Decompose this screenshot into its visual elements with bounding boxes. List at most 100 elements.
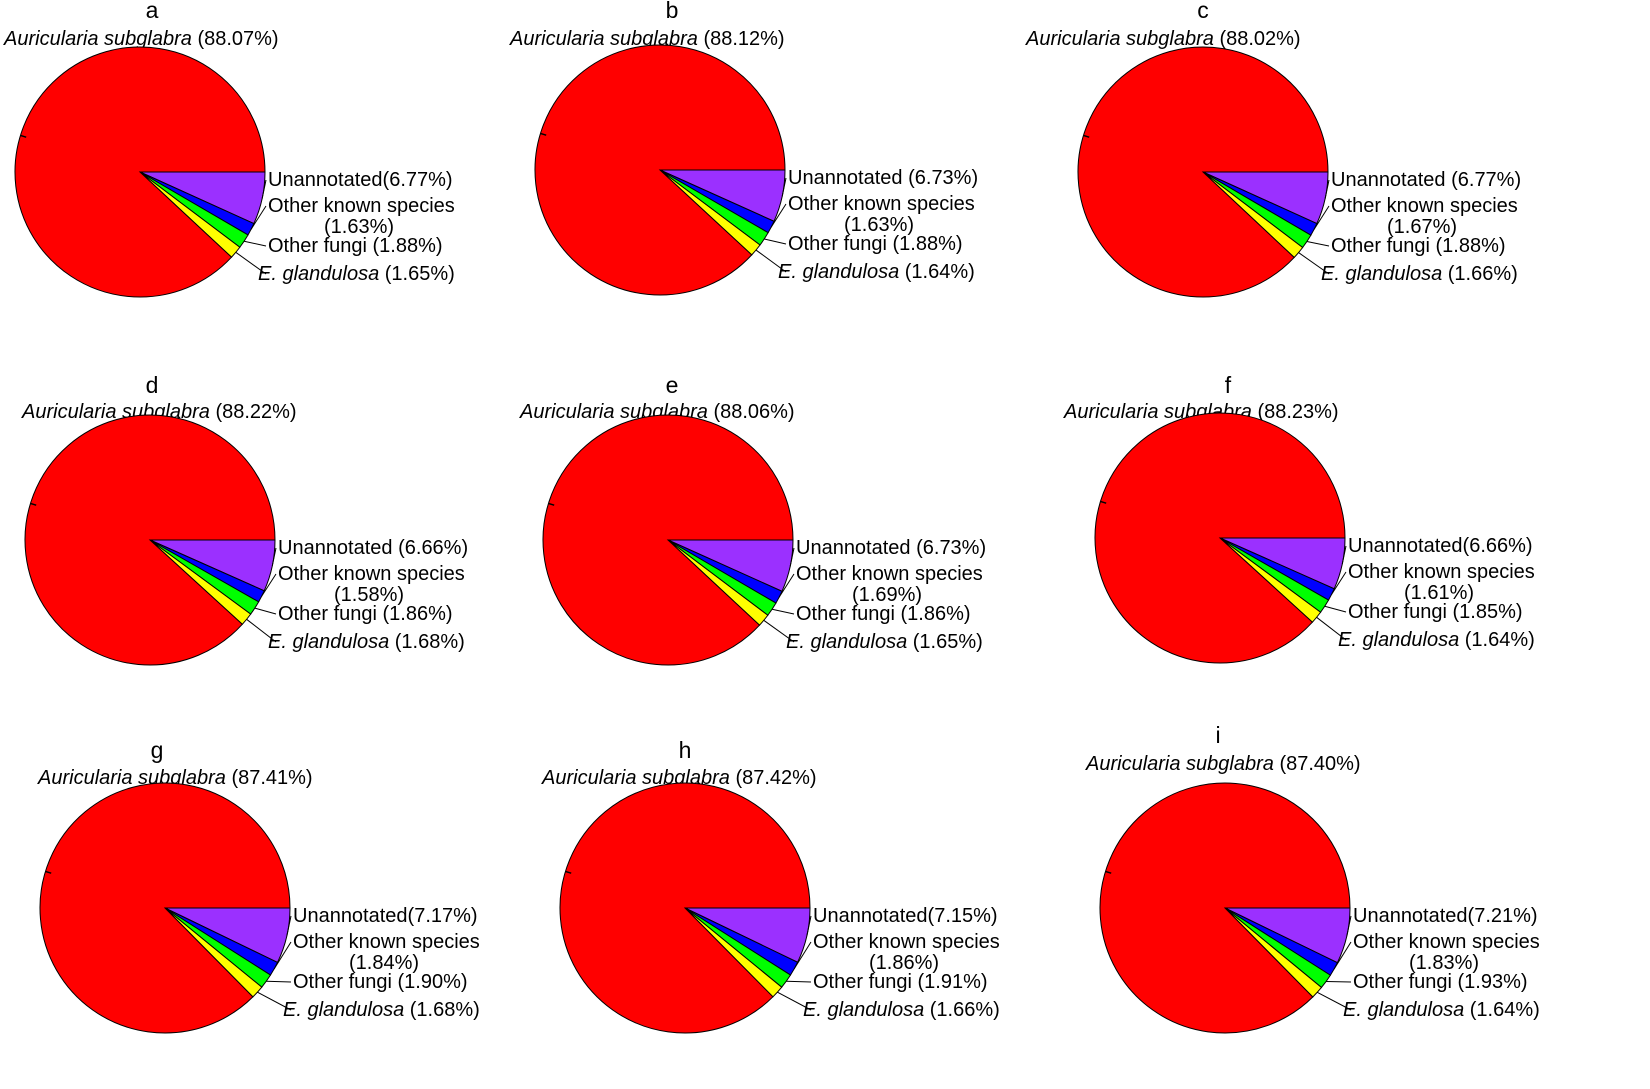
leader-line [770,203,787,228]
label-other-fungi: Other fungi (1.85%) [1348,601,1523,623]
pie-tick [20,134,27,138]
leader-line [266,980,292,983]
title-species: Auricularia subglabra [509,28,703,50]
pie-chart-b: b Auricularia subglabra (88.12%) Unannotat… [509,0,978,296]
pie-tick [1083,134,1090,138]
label-other-known-species: Other known species (1.58%) [278,563,465,606]
panel-letter: d [146,372,159,398]
label-unannotated: Unannotated (6.77%) [1331,169,1521,191]
leader-line [254,607,277,615]
slice-auricularia-subglabra [1099,782,1351,1034]
label-unannotated: Unannotated (6.73%) [788,167,978,189]
title-species: Auricularia subglabra [1085,753,1279,775]
pie-chart-g: g Auricularia subglabra (87.41%) Unannotat… [37,737,480,1034]
slice-auricularia-subglabra [534,44,786,296]
leader-line [1346,915,1352,937]
leader-line [246,618,277,643]
slice-auricularia-subglabra [1077,46,1329,298]
chart-title: Auricularia subglabra (87.41%) [37,767,313,789]
leader-line [1331,571,1347,595]
leader-line [1313,205,1330,230]
slice-auricularia-subglabra [14,46,266,298]
title-value: (88.22%) [215,401,296,423]
title-value: (87.40%) [1279,753,1360,775]
label-e-glandulosa: E. glandulosa (1.64%) [1343,999,1540,1021]
pie-tick [1100,500,1107,504]
title-species: Auricularia subglabra [3,28,197,50]
panel-letter: f [1225,372,1232,398]
label-e-glandulosa: E. glandulosa (1.68%) [268,631,465,653]
label-e-glandulosa: E. glandulosa (1.66%) [803,999,1000,1021]
label-e-glandulosa: E. glandulosa (1.68%) [283,999,480,1021]
leader-line [261,573,277,597]
label-other-known-species: Other known species (1.63%) [788,193,975,236]
pie-tick [45,870,52,874]
label-other-known-species: Other known species (1.67%) [1331,195,1518,238]
pie-chart-c: c Auricularia subglabra (88.02%) Unannotat… [1025,0,1521,298]
leader-line [235,251,267,275]
label-unannotated: Unannotated(6.66%) [1348,535,1533,557]
panel-letter: g [151,737,164,763]
pie-chart-a: a Auricularia subglabra (88.07%) Unannotat… [3,0,455,298]
leader-line [1306,240,1330,247]
label-e-glandulosa: E. glandulosa (1.64%) [1338,629,1535,651]
title-value: (87.42%) [735,767,816,789]
leader-line [1333,941,1352,970]
label-other-fungi: Other fungi (1.88%) [1331,235,1506,257]
label-unannotated: Unannotated(7.21%) [1353,905,1538,927]
chart-title: Auricularia subglabra (88.12%) [509,28,785,50]
label-other-known-species: Other known species (1.83%) [1353,931,1540,974]
leader-line [806,915,812,936]
panel-letter: h [679,737,692,763]
label-unannotated: Unannotated(7.17%) [293,905,478,927]
label-other-known-species: Other known species (1.63%) [268,195,455,238]
label-e-glandulosa: E. glandulosa (1.66%) [1321,263,1518,285]
leader-line [257,991,292,1011]
label-unannotated: Unannotated(6.77%) [268,169,453,191]
chart-title: Auricularia subglabra (87.40%) [1085,753,1361,775]
label-e-glandulosa: E. glandulosa (1.65%) [258,263,455,285]
leader-line [771,608,795,615]
leader-line [781,177,787,197]
pie-tick [565,870,572,874]
leader-line [778,573,795,598]
label-other-fungi: Other fungi (1.91%) [813,971,988,993]
chart-title: Auricularia subglabra (88.02%) [1025,28,1301,50]
label-other-fungi: Other fungi (1.88%) [268,235,443,257]
leader-line [1317,991,1352,1011]
leader-line [786,980,812,983]
label-other-fungi: Other fungi (1.88%) [788,233,963,255]
leader-line [1341,545,1347,565]
label-other-fungi: Other fungi (1.93%) [1353,971,1528,993]
chart-title: Auricularia subglabra (88.07%) [3,28,279,50]
leader-line [1324,605,1347,613]
leader-line [243,240,267,247]
pie-tick [540,132,547,136]
slice-auricularia-subglabra [542,414,794,666]
leader-line [777,991,812,1011]
label-unannotated: Unannotated (6.66%) [278,537,468,559]
panel-letter: c [1197,0,1209,23]
leader-line [273,941,292,970]
leader-line [1326,981,1352,983]
leader-line [261,179,267,199]
panel-letter: e [666,372,679,398]
pie-tick [1105,870,1112,874]
title-value: (88.23%) [1257,401,1338,423]
title-value: (87.41%) [231,767,312,789]
label-other-known-species: Other known species (1.69%) [796,563,983,606]
slice-auricularia-subglabra [559,782,811,1034]
leader-line [755,249,787,273]
panel-letter: a [146,0,159,23]
leader-line [789,547,795,567]
leader-line [1316,616,1347,641]
pie-tick [548,502,555,506]
pie-tick [30,502,37,506]
label-e-glandulosa: E. glandulosa (1.65%) [786,631,983,653]
label-unannotated: Unannotated (6.73%) [796,537,986,559]
